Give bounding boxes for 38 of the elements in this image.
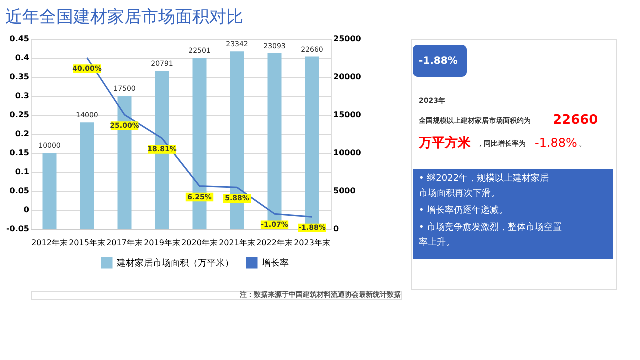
y-tick-label: 0.2	[15, 130, 30, 138]
text: -1.88%	[419, 56, 458, 67]
y-tick-label: 0.15	[10, 148, 30, 158]
y-tick-label: 0.05	[10, 186, 30, 196]
text: • 市场竞争愈发激烈，整体市场空置率上升。	[419, 222, 562, 248]
y-tick-label: 0.25	[10, 110, 30, 120]
x-tick-label: 2023年末	[294, 238, 330, 248]
text: 22660	[553, 113, 598, 128]
y-tick-label: 0.1	[15, 168, 30, 176]
y-tick-label: -0.05	[6, 224, 30, 234]
text: -1.88%	[535, 136, 578, 150]
x-tick-label: 2022年末	[256, 238, 293, 248]
y2-tick-label: 25000	[334, 34, 362, 44]
x-tick-label: 2021年末	[219, 238, 256, 248]
bar	[42, 153, 57, 229]
y-tick-label: 0.4	[15, 54, 30, 62]
legend-label: 建材家居市场面积（万平米）	[116, 258, 234, 269]
text: 万平方米	[418, 135, 472, 151]
bar	[80, 122, 94, 229]
x-tick-label: 2017年末	[106, 238, 143, 248]
y2-tick-label: 20000	[334, 72, 362, 82]
y2-tick-label: 15000	[334, 110, 362, 120]
chart-title: 近年全国建材家居市场面积对比	[5, 8, 244, 28]
legend-label: 增长率	[261, 258, 289, 269]
y-tick-label: 0.45	[10, 34, 30, 44]
y2-tick-label: 5000	[334, 186, 356, 196]
y2-tick-label: 10000	[334, 148, 362, 158]
text: • 增长率仍逐年递减。	[419, 205, 508, 216]
y-tick-label: 0	[24, 206, 30, 214]
x-tick-label: 2019年末	[144, 238, 180, 248]
y2-tick-label: 0	[334, 224, 340, 234]
y-tick-label: 0.35	[10, 72, 30, 82]
x-tick-label: 2012年末	[32, 238, 68, 248]
text: • 继2022年，规模以上建材家居市场面积再次下滑。	[419, 173, 550, 199]
x-tick-label: 2020年末	[182, 238, 218, 248]
text: 。	[579, 139, 587, 148]
y-tick-label: 0.3	[15, 92, 30, 100]
x-tick-label: 2015年末	[69, 238, 106, 248]
